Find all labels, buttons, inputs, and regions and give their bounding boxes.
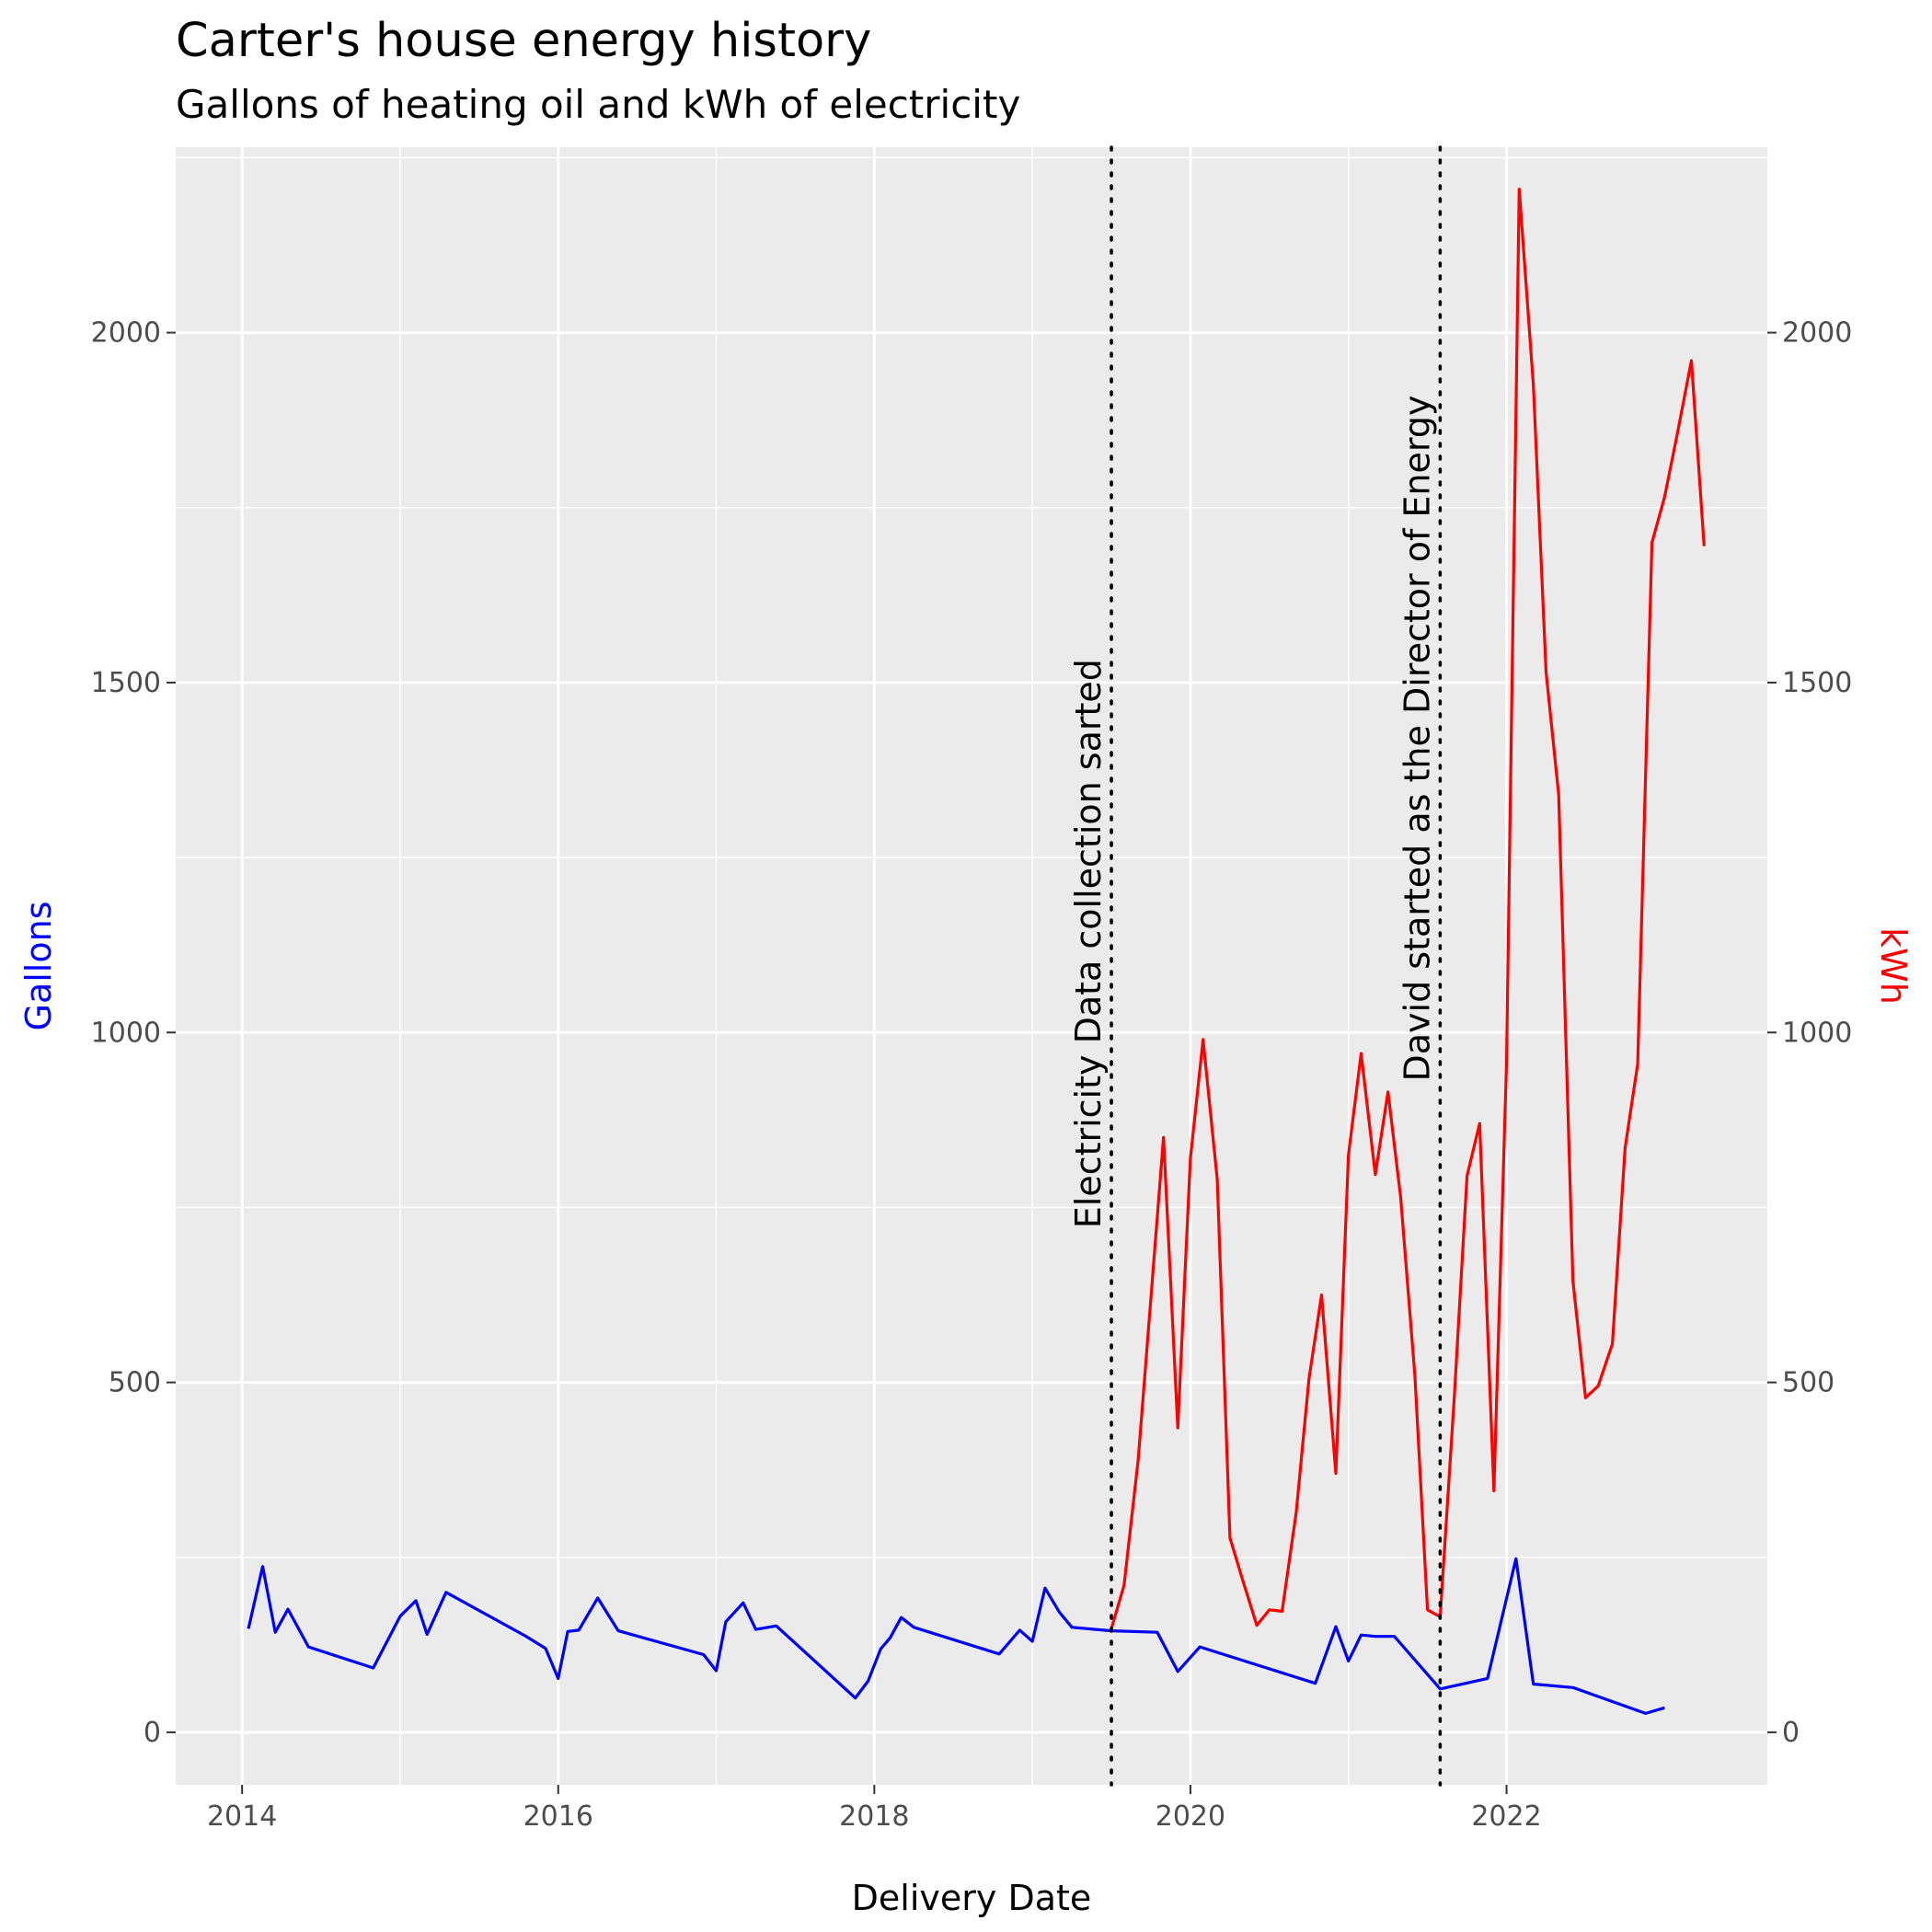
- chart-subtitle: Gallons of heating oil and kWh of electr…: [176, 82, 1020, 127]
- y-axis-right: 0 500 1000 1500 2000: [1767, 317, 1852, 1749]
- y-left-tick-label: 1500: [91, 667, 161, 699]
- x-tick-label: 2020: [1156, 1800, 1225, 1833]
- annotations: Electricity Data collection sarted David …: [1068, 145, 1443, 1787]
- y-axis-right-title: kWh: [1873, 927, 1914, 1005]
- y-right-tick-label: 1000: [1782, 1017, 1852, 1049]
- series-line-kwh: [1110, 188, 1706, 1629]
- y-left-tick-label: 1000: [91, 1017, 161, 1049]
- y-right-tick-label: 0: [1782, 1717, 1800, 1749]
- y-right-tick-label: 2000: [1782, 317, 1852, 350]
- annotation-label: Electricity Data collection sarted: [1068, 659, 1109, 1228]
- x-axis-title: Delivery Date: [852, 1878, 1092, 1918]
- y-axis-left-title: Gallons: [18, 902, 59, 1031]
- annotation-label: David started as the Director of Energy: [1397, 396, 1437, 1082]
- chart-title: Carter's house energy history: [176, 14, 871, 68]
- y-right-tick-label: 1500: [1782, 667, 1852, 699]
- x-tick-label: 2014: [207, 1800, 277, 1833]
- series-lines: [247, 188, 1706, 1716]
- x-tick-label: 2016: [523, 1800, 593, 1833]
- plot-panel: [176, 147, 1767, 1785]
- x-tick-label: 2018: [839, 1800, 909, 1833]
- y-left-tick-label: 500: [109, 1367, 161, 1399]
- x-tick-label: 2022: [1471, 1800, 1541, 1833]
- y-axis-left: 0 500 1000 1500 2000: [91, 317, 176, 1749]
- y-left-tick-label: 0: [144, 1717, 161, 1749]
- y-right-tick-label: 500: [1782, 1367, 1834, 1399]
- x-axis: 2014 2016 2018 2020 2022: [207, 1785, 1542, 1833]
- y-left-tick-label: 2000: [91, 317, 161, 350]
- series-line-gallons: [247, 1557, 1665, 1716]
